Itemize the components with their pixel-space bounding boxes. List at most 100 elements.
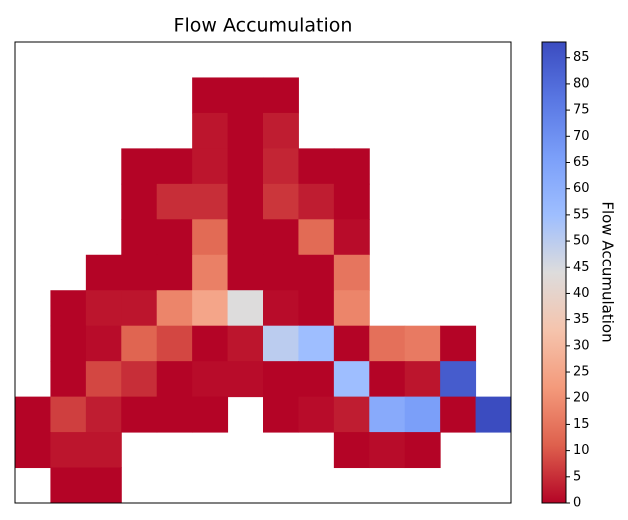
heat-cell <box>85 432 122 469</box>
heat-cell <box>192 148 229 185</box>
heat-cell <box>121 219 158 256</box>
heat-cell <box>440 325 477 362</box>
heat-cell <box>333 290 370 327</box>
heat-cell <box>156 325 193 362</box>
heat-cell <box>50 396 87 433</box>
heat-cell <box>85 325 122 362</box>
heat-cell <box>227 148 264 185</box>
heat-cell <box>263 396 299 433</box>
heat-cell <box>156 219 193 256</box>
colorbar-tick-label: 10 <box>573 443 590 458</box>
colorbar-tick-label: 0 <box>573 496 581 511</box>
heat-cell <box>298 254 335 291</box>
heat-cell <box>227 325 264 362</box>
colorbar-tick-label: 75 <box>573 103 590 118</box>
colorbar-tick-label: 15 <box>573 417 590 432</box>
heat-cell <box>156 254 193 291</box>
heat-cell <box>333 254 370 291</box>
heat-cell <box>121 183 158 220</box>
heat-cell <box>263 254 299 291</box>
heat-cell <box>227 77 264 114</box>
colorbar-tick-label: 55 <box>573 207 590 222</box>
heat-cell <box>192 325 229 362</box>
colorbar <box>541 41 567 504</box>
heat-cell <box>369 396 406 433</box>
heat-cell <box>227 183 264 220</box>
heat-cell <box>404 396 441 433</box>
colorbar-tick-label: 20 <box>573 391 590 406</box>
heat-cell <box>333 396 370 433</box>
colorbar-tick-label: 30 <box>573 338 590 353</box>
chart-title: Flow Accumulation <box>174 15 353 37</box>
heat-cell <box>298 148 335 185</box>
heat-cell <box>333 432 370 469</box>
heat-cell <box>192 77 229 114</box>
heat-cell <box>227 254 264 291</box>
colorbar-tick-label: 5 <box>573 469 581 484</box>
heat-cell <box>227 219 264 256</box>
colorbar-tick-label: 35 <box>573 312 590 327</box>
heat-cell <box>192 219 229 256</box>
heat-cell <box>263 219 299 256</box>
heat-cell <box>333 148 370 185</box>
heat-cell <box>156 183 193 220</box>
heat-cell <box>263 183 299 220</box>
heat-cell <box>156 290 193 327</box>
colorbar-tick-label: 60 <box>573 181 590 196</box>
colorbar-tick-label: 70 <box>573 129 590 144</box>
colorbar-tick-label: 25 <box>573 365 590 380</box>
heat-cell <box>50 361 87 398</box>
colorbar-label: Flow Accumulation <box>599 201 617 342</box>
heat-cell <box>15 396 51 433</box>
heat-cell <box>298 219 335 256</box>
heat-cell <box>85 290 122 327</box>
heat-cell <box>85 361 122 398</box>
heat-cell <box>263 112 299 149</box>
heat-cell <box>369 325 406 362</box>
heat-cell <box>192 112 229 149</box>
colorbar-tick-label: 50 <box>573 234 590 249</box>
heat-cell <box>263 325 299 362</box>
heat-cell <box>121 325 158 362</box>
heat-cell <box>156 148 193 185</box>
heat-cell <box>263 290 299 327</box>
heat-cell <box>369 432 406 469</box>
heat-cell <box>192 254 229 291</box>
heat-cell <box>263 361 299 398</box>
heat-cell <box>227 361 264 398</box>
colorbar-tick-label: 80 <box>573 76 590 91</box>
heat-cell <box>333 183 370 220</box>
heat-cell <box>298 361 335 398</box>
heat-cell <box>263 148 299 185</box>
heat-cell <box>404 432 441 469</box>
heat-cell <box>440 361 477 398</box>
heat-cell <box>50 325 87 362</box>
heat-cell <box>121 148 158 185</box>
heat-cell <box>50 432 87 469</box>
heat-cell <box>50 290 87 327</box>
heat-cell <box>121 290 158 327</box>
heat-cell <box>121 254 158 291</box>
heat-cell <box>333 219 370 256</box>
heat-cell <box>440 396 477 433</box>
heat-cell <box>156 396 193 433</box>
heat-cell <box>192 183 229 220</box>
heat-cell <box>15 432 51 469</box>
heat-cell <box>369 361 406 398</box>
heat-cell <box>333 361 370 398</box>
heat-cell <box>298 325 335 362</box>
heat-cell <box>85 254 122 291</box>
heat-cell <box>192 361 229 398</box>
heat-cell <box>475 396 512 433</box>
heat-cell <box>298 396 335 433</box>
heat-cell <box>227 112 264 149</box>
heat-cell <box>156 361 193 398</box>
colorbar-tick-label: 65 <box>573 155 590 170</box>
heat-cell <box>404 325 441 362</box>
colorbar-tick-label: 85 <box>573 50 590 65</box>
plot-frame <box>14 41 512 504</box>
heat-cell <box>298 290 335 327</box>
heat-cell <box>85 396 122 433</box>
heat-cell <box>333 325 370 362</box>
